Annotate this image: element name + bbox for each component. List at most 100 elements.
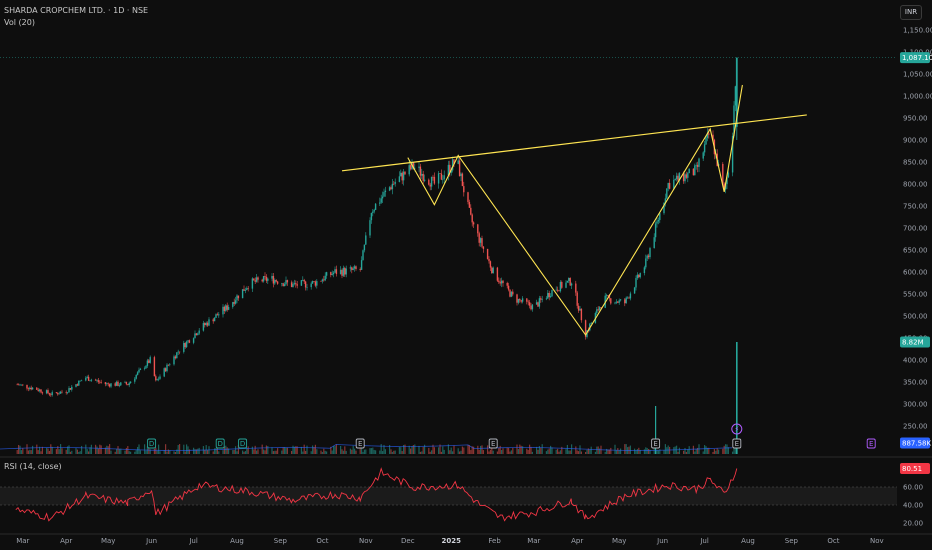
volume-bar [359, 444, 361, 454]
candle-body [71, 386, 73, 390]
volume-bar [551, 447, 553, 454]
candle-body [94, 379, 97, 381]
candle-body [638, 274, 640, 278]
candle-body [712, 134, 714, 140]
volume-bar [295, 446, 297, 454]
pattern-drawing[interactable] [341, 84, 807, 336]
volume-bar [536, 446, 538, 454]
volume-bar [373, 449, 375, 454]
volume-bar [291, 451, 293, 454]
volume-bar [659, 449, 661, 454]
candle-body [500, 280, 503, 284]
candle-body [549, 296, 552, 298]
rsi-indicator-label[interactable]: RSI (14, close) [4, 462, 62, 471]
volume-bar [274, 450, 276, 454]
event-markers[interactable]: D D D E E E E E ⚡ [147, 423, 876, 449]
candle-body [254, 280, 256, 282]
candle-body [365, 235, 367, 245]
candle-body [78, 380, 80, 386]
volume-bar [257, 449, 259, 454]
candle-body [675, 175, 678, 179]
volume-bar [646, 448, 648, 454]
candle-body [628, 297, 630, 299]
candle-body [342, 267, 345, 276]
volume-bar [408, 445, 410, 454]
price-tick-label: 700.00 [903, 225, 928, 233]
volume-bar [195, 449, 197, 454]
candle-body [316, 281, 318, 286]
candle-body [402, 171, 405, 181]
candle-body [646, 255, 648, 259]
volume-bar [431, 450, 433, 454]
volume-bar [398, 446, 400, 454]
volume-bar [117, 446, 119, 454]
candle-body [577, 305, 580, 311]
volume-bar [678, 447, 680, 454]
time-tick-label: Oct [827, 537, 839, 545]
volume-bar [323, 448, 325, 454]
zigzag-pattern [407, 84, 743, 336]
candle-body [463, 186, 465, 193]
candle-body [398, 176, 401, 182]
volume-bar [502, 448, 504, 454]
candle-body [76, 384, 79, 386]
candle-body [285, 280, 287, 285]
volume-bar [439, 444, 441, 454]
volume-bar [100, 445, 102, 454]
volume-indicator-label[interactable]: Vol (20) [4, 18, 35, 27]
candle-body [341, 269, 343, 276]
volume-bar [629, 445, 631, 454]
volume-bar [492, 450, 494, 454]
volume-bar [498, 447, 500, 454]
volume-bar [516, 444, 518, 454]
volume-bar [606, 448, 608, 454]
volume-bar [726, 444, 728, 454]
volume-bar [81, 445, 83, 454]
candle-body [682, 172, 685, 182]
volume-bar [452, 451, 454, 454]
volume-bar [205, 445, 207, 454]
candle-body [489, 261, 492, 268]
candle-body [143, 368, 146, 369]
volume-bar [713, 449, 715, 454]
candle-body [57, 392, 59, 395]
volume-bar [197, 448, 199, 454]
volume-bar [537, 449, 539, 454]
candle-body [506, 282, 508, 286]
candle-body [540, 298, 542, 300]
candle-body [373, 209, 375, 212]
volume-bar [669, 446, 671, 454]
volume-bar [354, 448, 356, 454]
candle-body [227, 306, 230, 310]
candle-body [703, 144, 706, 153]
candle-body [184, 343, 186, 348]
earnings-marker-label: E [869, 440, 873, 448]
candle-body [149, 357, 151, 363]
candle-body [380, 198, 382, 203]
candle-body [198, 330, 200, 334]
candle-body [461, 173, 464, 187]
candle-body [68, 388, 70, 393]
candle-body [688, 168, 690, 174]
candle-body [330, 272, 332, 275]
volume-bar [477, 445, 479, 454]
candle-body [437, 173, 440, 184]
volume-bar [429, 451, 431, 454]
volume-bar [277, 448, 279, 454]
candle-body [412, 162, 415, 169]
candle-body [302, 279, 304, 281]
candle-body [205, 322, 207, 326]
volume-bar [459, 451, 461, 454]
candle-body [243, 289, 245, 291]
volume-bar [26, 444, 28, 454]
volume-bar [568, 450, 570, 454]
volume-bar [393, 450, 395, 454]
volume-bar [587, 448, 589, 454]
candle-body [507, 285, 510, 290]
currency-button[interactable]: INR [900, 5, 922, 20]
candle-body [65, 392, 67, 393]
volume-bar [27, 450, 29, 454]
candle-body [110, 383, 112, 387]
candle-body [265, 276, 268, 281]
